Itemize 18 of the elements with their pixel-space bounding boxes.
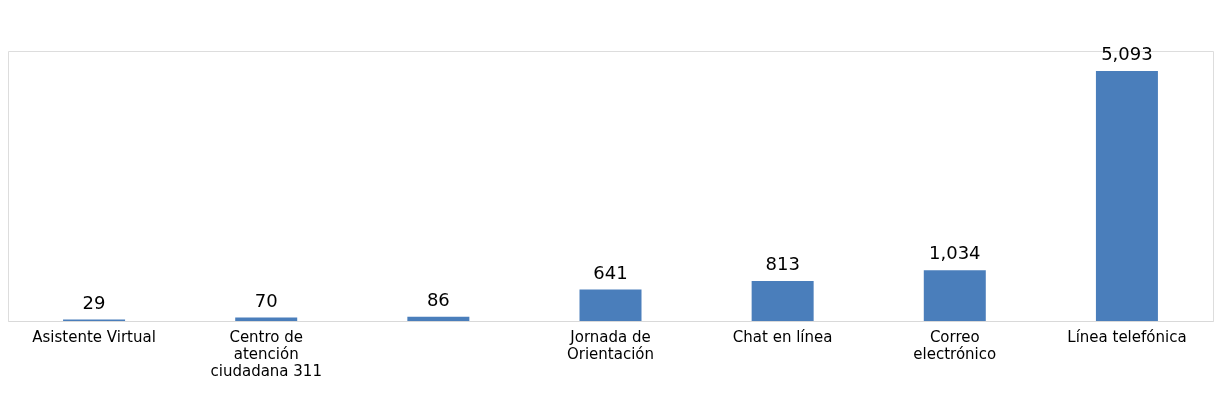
bar [923,270,986,321]
x-tick-label: Chat en línea [732,327,833,346]
bar [751,281,814,321]
x-tick-label: Correo electrónico [913,327,997,363]
x-tick-label: Jornada de Orientación [566,327,655,363]
bar [579,289,642,321]
x-tick-label: Centro de atención ciudadana 311 [210,327,322,380]
data-label: 29 [82,291,106,313]
data-label: 5,093 [1101,42,1153,64]
data-label: 1,034 [929,242,981,264]
x-tick-label: Línea telefónica [1067,327,1187,346]
x-tick-label: Asistente Virtual [32,327,156,346]
data-label: 641 [593,261,628,283]
bar [1095,70,1158,321]
data-label: 86 [426,288,450,310]
bar [407,316,470,321]
data-label: 813 [765,253,800,275]
data-label: 70 [254,289,278,311]
